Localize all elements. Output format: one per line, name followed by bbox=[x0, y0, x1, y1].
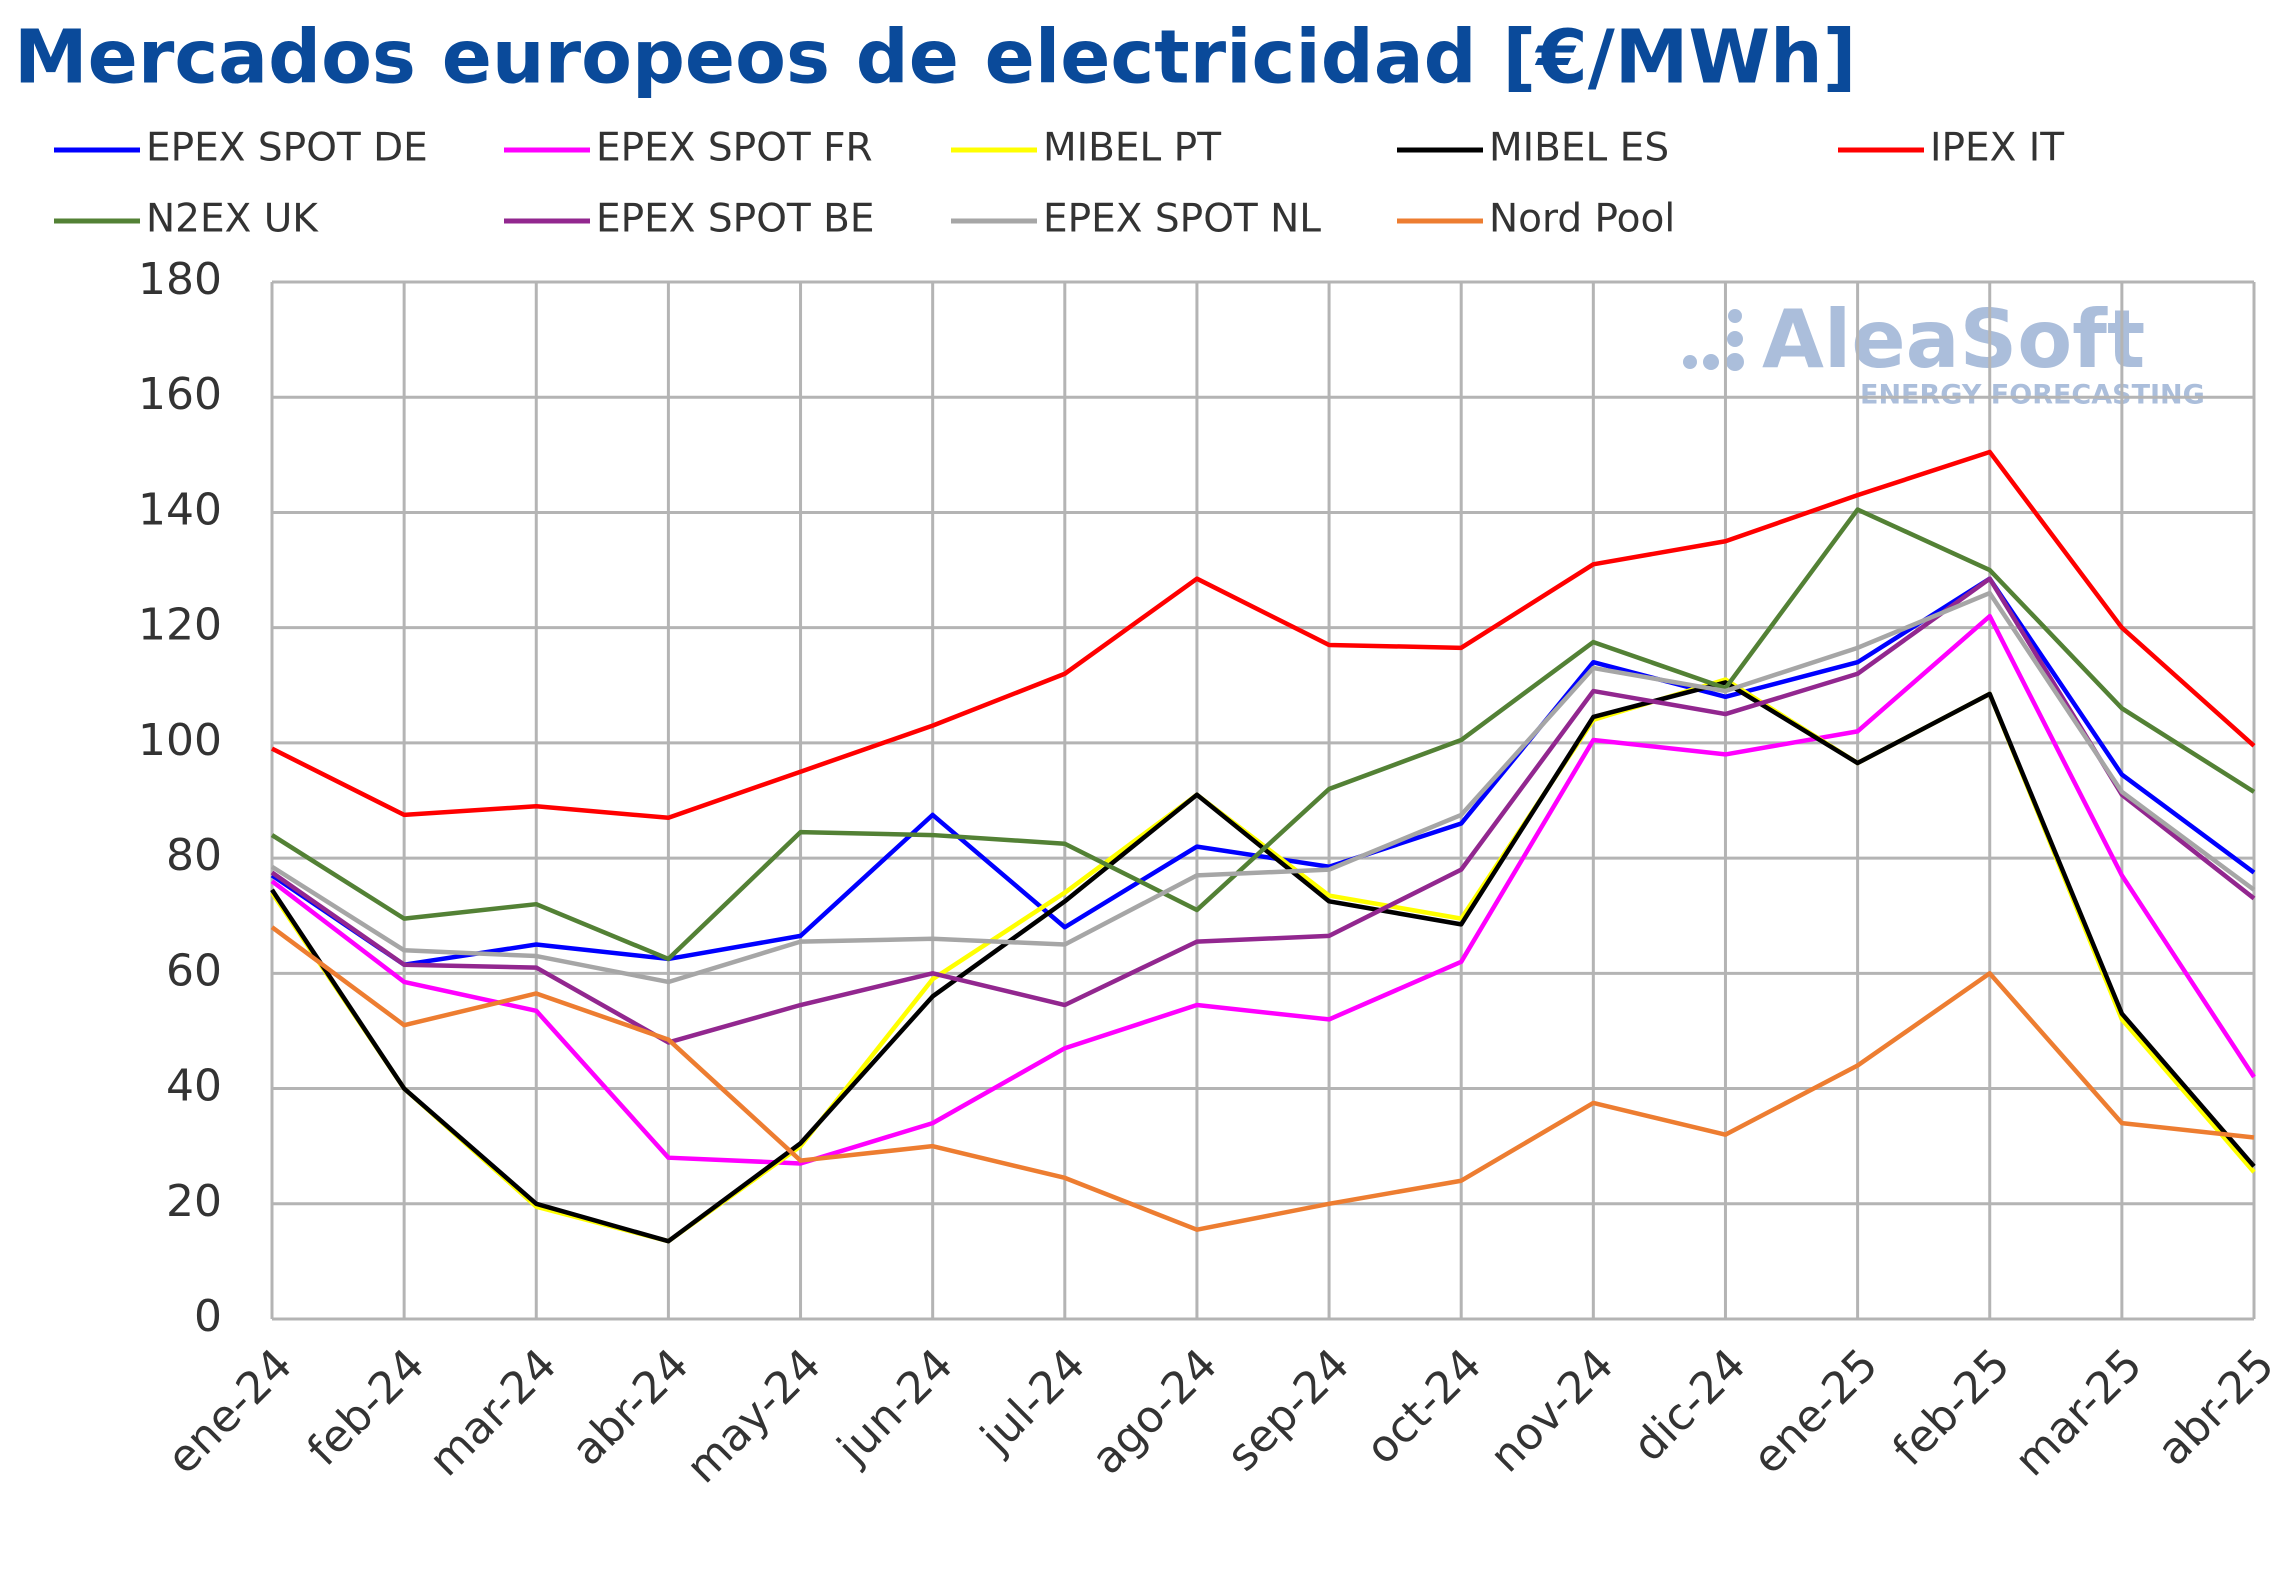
logo-dot bbox=[1726, 353, 1744, 371]
y-tick-label: 140 bbox=[138, 484, 222, 535]
logo-dot bbox=[1703, 354, 1719, 370]
x-tick-label: jul-24 bbox=[970, 1339, 1095, 1464]
series-line bbox=[270, 613, 2256, 1166]
legend-label: EPEX SPOT BE bbox=[596, 197, 875, 242]
y-tick-label: 0 bbox=[194, 1291, 222, 1342]
y-tick-label: 80 bbox=[166, 830, 222, 881]
x-tick-label: dic-24 bbox=[1623, 1339, 1755, 1471]
x-tick-label: may-24 bbox=[677, 1339, 831, 1493]
legend-label: MIBEL ES bbox=[1489, 126, 1669, 171]
series-line bbox=[270, 590, 2256, 985]
series-line bbox=[270, 449, 2256, 821]
series-line bbox=[270, 576, 2256, 1045]
x-tick-label: sep-24 bbox=[1217, 1339, 1359, 1481]
y-tick-label: 120 bbox=[138, 600, 222, 651]
legend-label: MIBEL PT bbox=[1043, 126, 1221, 171]
watermark: AleaSoft ENERGY FORECASTING bbox=[1683, 293, 2205, 411]
watermark-tagline: ENERGY FORECASTING bbox=[1860, 380, 2205, 411]
y-tick-label: 180 bbox=[138, 254, 222, 305]
logo-dot bbox=[1727, 331, 1743, 347]
x-tick-label: feb-24 bbox=[298, 1339, 435, 1476]
legend-label: EPEX SPOT FR bbox=[596, 126, 873, 171]
chart-title: Mercados europeos de electricidad [€/MWh… bbox=[14, 15, 1856, 101]
x-tick-label: jun-24 bbox=[827, 1339, 963, 1475]
x-tick-label: mar-24 bbox=[419, 1339, 566, 1486]
watermark-name: AleaSoft bbox=[1762, 293, 2145, 386]
series-line bbox=[270, 925, 2255, 1232]
legend-label: EPEX SPOT DE bbox=[146, 126, 428, 171]
x-tick-label: oct-24 bbox=[1356, 1339, 1491, 1474]
legend-label: IPEX IT bbox=[1930, 126, 2064, 171]
legend-label: Nord Pool bbox=[1489, 197, 1675, 242]
y-tick-label: 160 bbox=[138, 369, 222, 420]
x-tick-label: ago-24 bbox=[1082, 1339, 1227, 1484]
logo-dot bbox=[1728, 309, 1742, 323]
legend-label: EPEX SPOT NL bbox=[1043, 197, 1321, 242]
y-tick-label: 40 bbox=[166, 1061, 222, 1112]
x-tick-label: nov-24 bbox=[1480, 1339, 1623, 1482]
series-line bbox=[270, 576, 2256, 967]
y-tick-label: 60 bbox=[166, 945, 222, 996]
logo-dot bbox=[1683, 355, 1697, 369]
x-tick-label: ene-25 bbox=[1743, 1339, 1888, 1484]
legend-label: N2EX UK bbox=[146, 197, 319, 242]
x-tick-label: mar-25 bbox=[2005, 1339, 2152, 1486]
y-tick-label: 20 bbox=[166, 1176, 222, 1227]
x-tick-label: feb-25 bbox=[1883, 1339, 2020, 1476]
x-tick-label: abr-25 bbox=[2148, 1339, 2282, 1476]
series-line bbox=[270, 507, 2256, 962]
x-tick-label: ene-24 bbox=[157, 1339, 302, 1484]
y-tick-label: 100 bbox=[138, 715, 222, 766]
